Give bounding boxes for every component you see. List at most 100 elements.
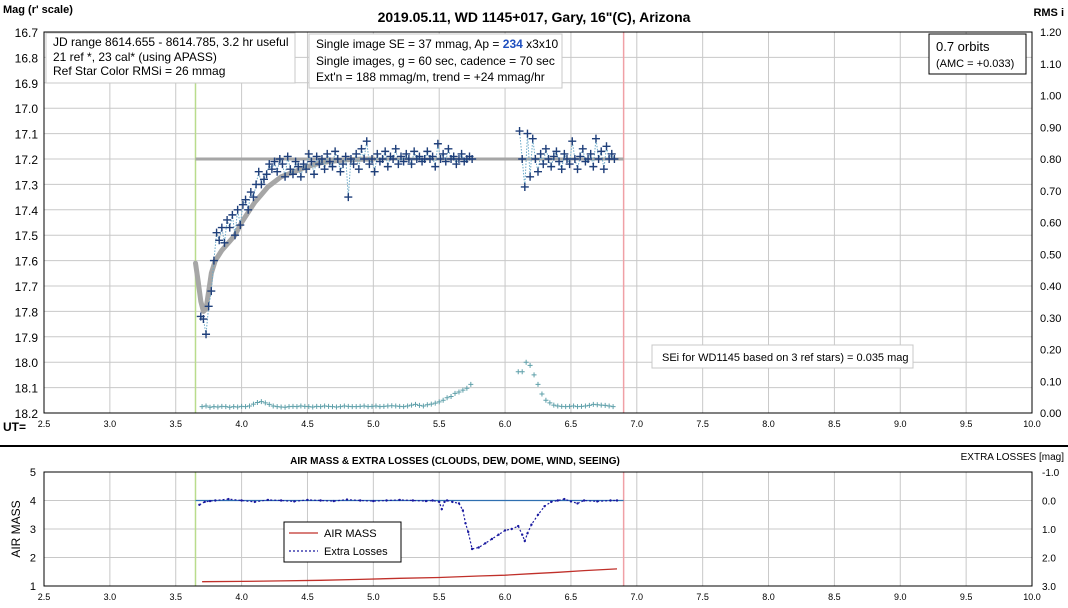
magnitude-point [259, 175, 268, 184]
extra-losses-point [411, 499, 415, 502]
magnitude-point [449, 152, 458, 161]
annotation-sei: SEi for WD1145 based on 3 ref stars) = 0… [651, 344, 914, 369]
magnitude-point [339, 160, 348, 169]
rms-point [468, 381, 474, 387]
magnitude-point [555, 157, 564, 166]
extra-losses-point [431, 499, 434, 502]
rms-point [262, 400, 268, 406]
magnitude-point [518, 155, 527, 163]
magnitude-point [552, 147, 561, 156]
extra-losses-point [214, 499, 217, 502]
magnitude-point [452, 160, 461, 169]
legend-losses-label: Extra Losses [324, 546, 388, 558]
top-right-tick-label: 1.00 [1040, 91, 1061, 103]
extra-losses-point [198, 503, 201, 506]
top-right-tick-label: 0.90 [1040, 122, 1061, 134]
bottom-right-tick-label: 3.0 [1042, 582, 1056, 593]
rms-point [420, 403, 426, 409]
magnitude-point [344, 193, 353, 202]
bottom-x-tick-label: 6.5 [565, 592, 578, 602]
magnitude-point [217, 223, 226, 232]
extra-losses-point [461, 509, 465, 512]
extra-losses-point [523, 539, 526, 543]
rms-point [582, 403, 588, 409]
magnitude-point [257, 180, 266, 189]
rms-point [270, 403, 276, 409]
magnitude-point [423, 147, 432, 156]
extra-losses-point [497, 533, 500, 536]
rms-point [456, 389, 462, 395]
bottom-y-tick-label: 3 [30, 524, 36, 536]
extra-losses-point [467, 530, 470, 534]
magnitude-point [576, 152, 585, 161]
magnitude-point [394, 160, 403, 169]
magnitude-point [607, 149, 616, 158]
magnitude-point [317, 155, 326, 163]
magnitude-point [439, 149, 448, 158]
extra-losses-point [319, 499, 322, 502]
bottom-x-tick-label: 4.5 [301, 592, 314, 602]
top-x-tick-label: 8.5 [828, 419, 841, 429]
top-y-tick-label: 17.1 [15, 128, 39, 142]
extra-losses-point [203, 500, 206, 504]
magnitude-point [391, 144, 400, 153]
magnitude-point [578, 144, 587, 153]
magnitude-point [202, 330, 211, 339]
magnitude-point [562, 155, 571, 163]
annotation-jd-line-2: 21 ref *, 23 cal* (using APASS) [53, 50, 217, 64]
top-y-tick-label: 18.1 [15, 382, 39, 396]
magnitude-point [610, 155, 619, 163]
top-right-tick-label: 0.20 [1040, 345, 1061, 357]
rms-point [535, 381, 541, 387]
top-y-ticks-right: 1.20 1.10 1.00 0.90 0.80 0.70 0.60 0.50 0.40 0.30… [1040, 27, 1061, 420]
rms-point [543, 397, 549, 403]
magnitude-point [331, 147, 340, 156]
bottom-right-tick-label: 2.0 [1042, 554, 1056, 565]
magnitude-point [320, 165, 329, 174]
magnitude-point [415, 152, 424, 161]
magnitude-point [410, 147, 419, 156]
extra-losses-point [345, 498, 349, 501]
magnitude-point [560, 149, 569, 158]
magnitude-point [404, 155, 413, 163]
rms-point [243, 404, 249, 410]
rms-point [440, 397, 446, 403]
magnitude-point [557, 165, 566, 174]
magnitude-point [520, 182, 529, 191]
magnitude-point [241, 195, 250, 204]
rms-point [539, 391, 545, 397]
extra-losses-point [615, 499, 619, 502]
magnitude-point [307, 157, 316, 166]
extra-losses-point [240, 499, 243, 502]
magnitude-point [368, 155, 377, 163]
top-right-tick-label: 1.10 [1040, 59, 1061, 71]
top-y-tick-label: 17.6 [15, 255, 39, 269]
bottom-airmass [202, 568, 618, 583]
magnitude-point [586, 149, 595, 158]
rms-point [416, 402, 422, 408]
magnitude-point [223, 215, 232, 224]
magnitude-point [381, 147, 390, 156]
extra-losses-point [451, 500, 454, 504]
bottom-y-tick-label: 1 [30, 581, 36, 593]
rms-point [460, 387, 466, 393]
bottom-x-tick-label: 4.0 [235, 592, 248, 602]
top-y-tick-label: 17.7 [15, 280, 39, 294]
magnitude-point [457, 149, 466, 158]
magnitude-point [428, 152, 437, 161]
rms-point [409, 402, 415, 408]
top-right-tick-label: 0.40 [1040, 281, 1061, 293]
rms-point [235, 404, 241, 410]
magnitude-point [291, 157, 300, 166]
extra-losses-point [372, 499, 375, 503]
magnitude-point [360, 155, 369, 163]
top-y-tick-label: 18.0 [15, 356, 39, 370]
rms-point [523, 359, 529, 365]
top-x-tick-label: 5.5 [433, 419, 446, 429]
top-x-tick-label: 9.0 [894, 419, 907, 429]
bottom-x-tick-label: 3.0 [104, 592, 117, 602]
magnitude-point [436, 155, 445, 163]
rms-point [223, 404, 229, 410]
rms-point [318, 404, 324, 410]
